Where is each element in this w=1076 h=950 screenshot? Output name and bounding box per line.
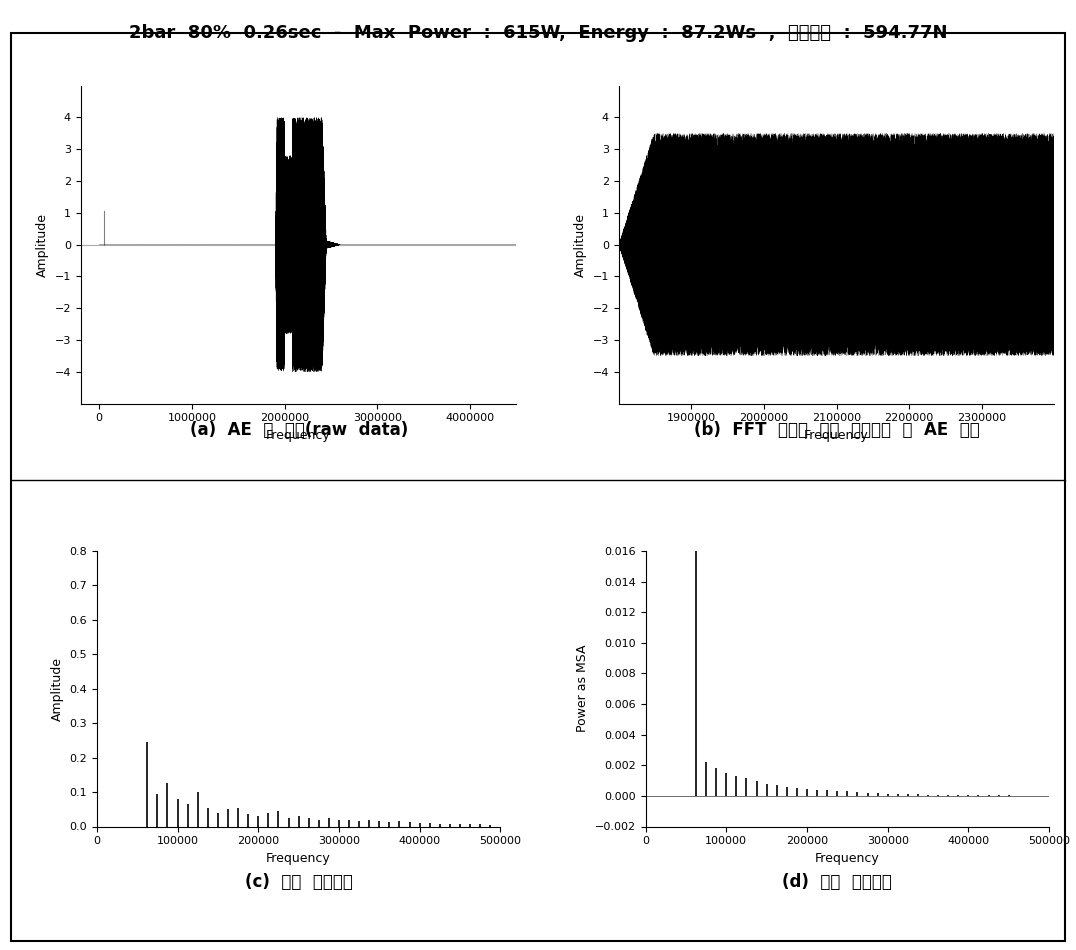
Text: 2bar  80%  0.26sec  -  Max  Power  :  615W,  Energy  :  87.2Ws  ,  인장강도  :  594.: 2bar 80% 0.26sec - Max Power : 615W, Ene… (129, 24, 947, 42)
Y-axis label: Amplitude: Amplitude (36, 213, 48, 276)
X-axis label: Frequency: Frequency (815, 852, 880, 864)
X-axis label: Frequency: Frequency (266, 429, 331, 442)
Y-axis label: Power as MSA: Power as MSA (576, 645, 590, 732)
Text: (a)  AE  원  신호(raw  data): (a) AE 원 신호(raw data) (190, 421, 408, 439)
Y-axis label: Amplitude: Amplitude (51, 656, 63, 721)
Text: (c)  진폭  스펙트럼: (c) 진폭 스펙트럼 (245, 873, 353, 891)
X-axis label: Frequency: Frequency (804, 429, 869, 442)
Y-axis label: Amplitude: Amplitude (574, 213, 586, 276)
Text: (d)  파워  스펙트럼: (d) 파워 스펙트럼 (782, 873, 892, 891)
Text: (b)  FFT  처리를  위한  용착과정  중  AE  신호: (b) FFT 처리를 위한 용착과정 중 AE 신호 (694, 421, 980, 439)
X-axis label: Frequency: Frequency (266, 852, 331, 864)
